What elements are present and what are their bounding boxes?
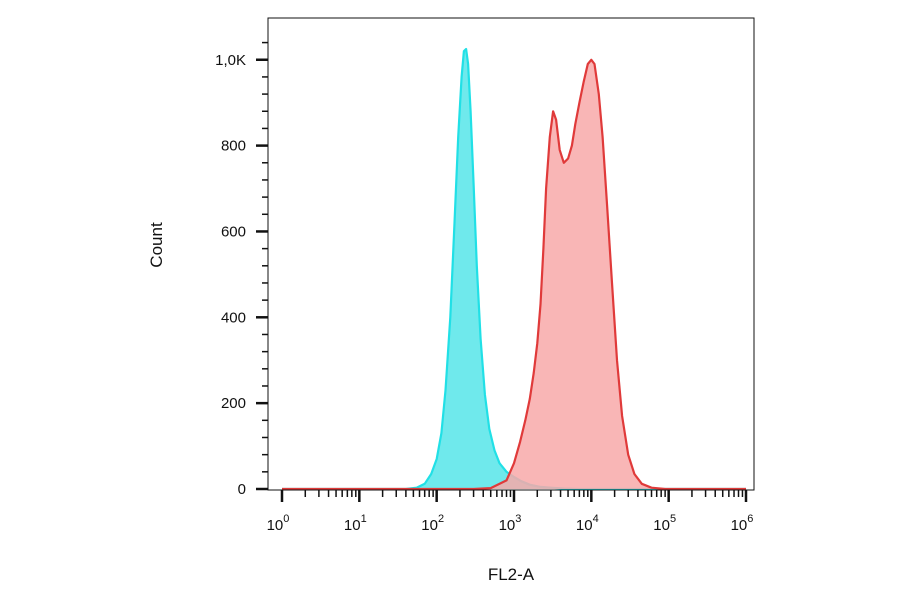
y-tick-label: 800 xyxy=(221,138,246,155)
x-axis-title: FL2-A xyxy=(488,565,535,584)
histogram-fill-2 xyxy=(282,59,746,490)
y-tick-label: 400 xyxy=(221,309,246,326)
series-layer xyxy=(282,47,746,490)
x-tick-label: 103 xyxy=(499,513,522,534)
histogram-line-2 xyxy=(282,58,746,490)
histogram-fill-1 xyxy=(282,49,746,489)
y-tick-label: 1,0K xyxy=(215,52,246,69)
histogram-line-1 xyxy=(282,47,746,490)
y-axis: 0 200 400 600 800 1,0K xyxy=(215,18,269,498)
x-tick-label: 101 xyxy=(344,513,367,534)
x-tick-label: 106 xyxy=(731,513,754,534)
y-tick-label: 0 xyxy=(238,481,246,498)
y-tick-label: 200 xyxy=(221,395,246,412)
y-axis-title: Count xyxy=(147,222,166,268)
x-tick-label: 100 xyxy=(267,513,290,534)
x-tick-label: 105 xyxy=(653,513,676,534)
plot-frame xyxy=(267,17,755,491)
x-tick-label: 104 xyxy=(576,513,599,534)
x-axis: 100 101 102 103 104 105 106 xyxy=(267,489,754,534)
y-tick-label: 600 xyxy=(221,223,246,240)
x-tick-label: 102 xyxy=(421,513,444,534)
